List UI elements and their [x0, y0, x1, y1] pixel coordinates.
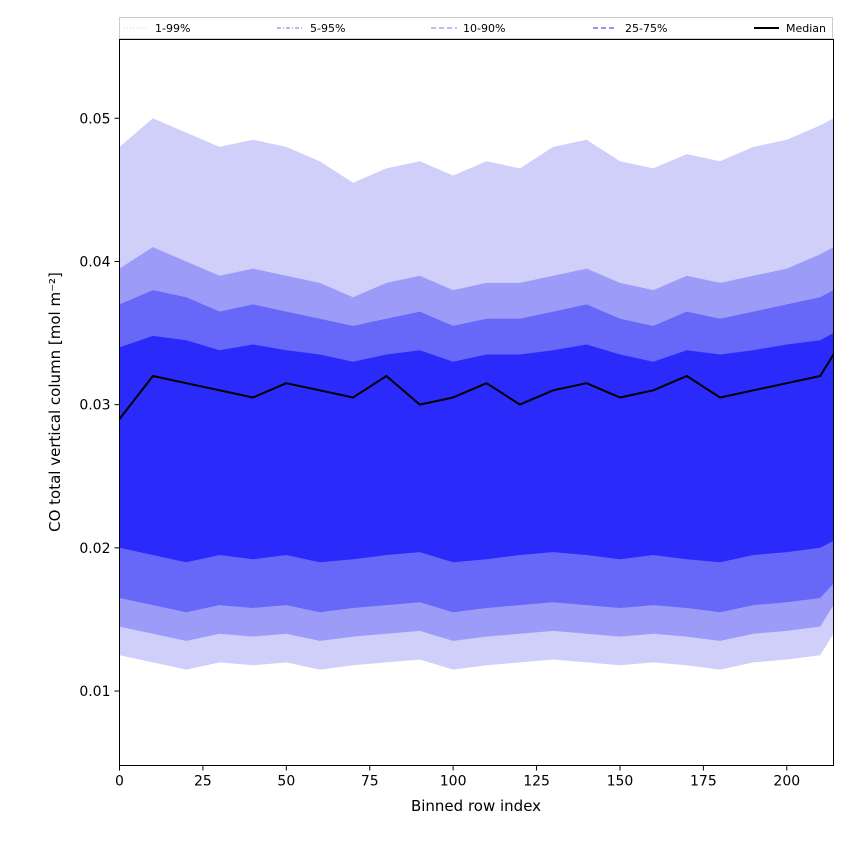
x-axis-ticks: 0 25 50 75 100 125 150 175 200 [115, 765, 800, 790]
x-tick-label: 50 [277, 774, 295, 790]
x-tick-label: 100 [440, 774, 467, 790]
y-tick-label: 0.03 [79, 398, 110, 414]
x-tick-label: 125 [523, 774, 550, 790]
y-tick-label: 0.05 [79, 111, 110, 127]
median-layer [119, 353, 834, 420]
legend-label: 10-90% [463, 22, 505, 35]
band-25-75% [119, 333, 834, 563]
x-tick-label: 25 [194, 774, 212, 790]
x-tick-label: 200 [773, 774, 800, 790]
legend-label: 5-95% [310, 22, 345, 35]
bands-layer [119, 118, 834, 670]
y-tick-label: 0.02 [79, 541, 110, 557]
y-axis-ticks: 0.01 0.02 0.03 0.04 0.05 [79, 111, 120, 700]
x-tick-label: 175 [690, 774, 717, 790]
x-tick-label: 0 [115, 774, 124, 790]
legend-label: Median [786, 22, 826, 35]
x-axis-label: Binned row index [411, 797, 541, 815]
median-line [119, 353, 834, 420]
y-tick-label: 0.01 [79, 684, 110, 700]
legend-box [119, 17, 833, 39]
x-tick-label: 150 [607, 774, 634, 790]
legend: 1-99% 5-95% 10-90% 25-75% Median [119, 17, 833, 39]
y-tick-label: 0.04 [79, 254, 110, 270]
x-tick-label: 75 [361, 774, 379, 790]
plot-frame [119, 39, 834, 766]
legend-label: 1-99% [155, 22, 190, 35]
legend-label: 25-75% [625, 22, 667, 35]
y-axis-label: CO total vertical column [mol m⁻²] [46, 272, 64, 532]
